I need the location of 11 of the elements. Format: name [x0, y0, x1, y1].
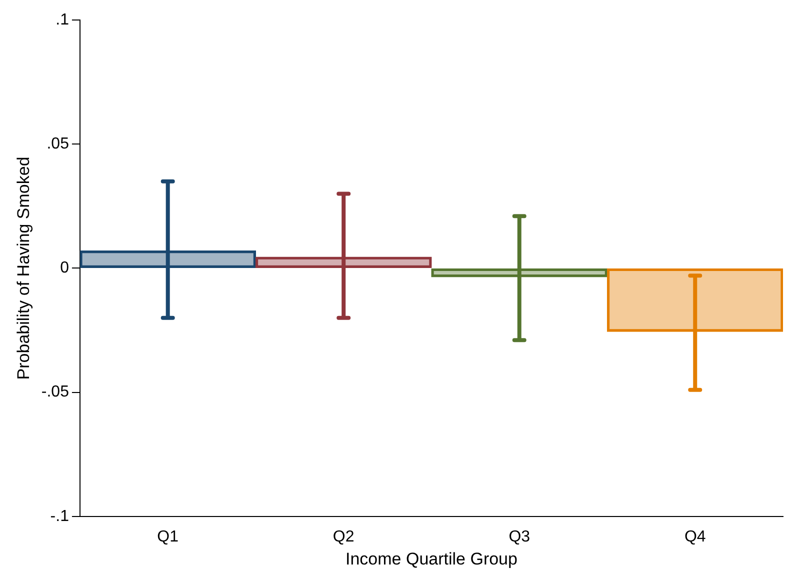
x-axis-title: Income Quartile Group [346, 549, 518, 568]
x-tick-label: Q2 [332, 528, 354, 546]
y-tick-label: -.1 [50, 508, 70, 525]
y-tick-label: .1 [56, 11, 70, 28]
y-tick-label: 0 [60, 260, 70, 277]
y-axis-title: Probability of Having Smoked [14, 156, 33, 380]
x-tick-label: Q4 [684, 528, 706, 546]
x-tick-label: Q1 [157, 528, 179, 546]
y-tick-label: .05 [46, 136, 70, 153]
y-tick-label: -.05 [41, 384, 70, 401]
x-tick-label: Q3 [508, 528, 530, 546]
